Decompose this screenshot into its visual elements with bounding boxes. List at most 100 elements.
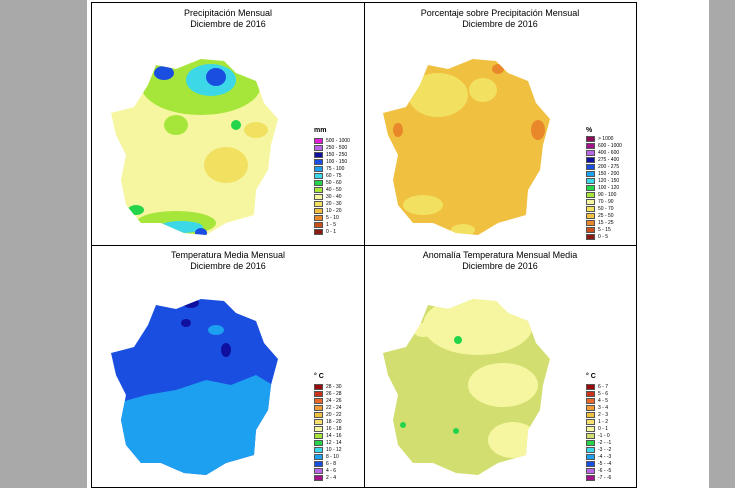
legend-label: 100 - 150 [326,158,348,165]
legend-label: 26 - 28 [326,390,342,397]
legend-swatch [586,460,595,467]
panel-precipitation-percentage: Porcentaje sobre Precipitación Mensual D… [364,3,636,246]
legend-item: 200 - 275 [586,163,622,170]
legend-swatch [314,186,323,193]
legend-item: 15 - 25 [586,219,622,226]
legend-label: > 1000 [598,135,614,142]
legend-swatch [314,397,323,404]
legend-label: 400 - 600 [598,149,620,156]
legend-swatch [586,184,595,191]
temperature-map [111,299,278,475]
legend-item: 28 - 30 [314,383,342,390]
legend-swatch [314,460,323,467]
legend-label: 24 - 26 [326,397,342,404]
legend-swatch [314,151,323,158]
legend-unit: mm [314,127,327,134]
legend-label: 4 - 5 [598,397,609,404]
legend-swatch [314,418,323,425]
map-grid: Precipitación Mensual Diciembre de 2016 [91,2,637,488]
legend-item: -5 - -4 [586,460,611,467]
legend-swatch [586,390,595,397]
legend-item: 275 - 400 [586,156,622,163]
legend-label: 5 - 15 [598,226,611,233]
legend-item: -6 - -5 [586,467,611,474]
panel-title: Precipitación Mensual [183,8,273,18]
legend-label: 4 - 6 [326,467,337,474]
legend-label: 28 - 30 [326,383,342,390]
legend-label: 1 - 5 [326,221,337,228]
legend-swatch [586,418,595,425]
legend-item: 0 - 1 [314,228,350,235]
panel-subtitle: Diciembre de 2016 [462,261,538,271]
legend-unit: % [586,127,593,134]
legend-item: 3 - 4 [586,404,611,411]
legend-swatch [314,200,323,207]
legend-label: 150 - 250 [326,151,348,158]
precipitation-map [111,59,278,235]
legend-unit: ° C [314,373,324,380]
legend-label: 5 - 10 [326,214,339,221]
legend: 500 - 1000 250 - 500 150 - 250 100 - 150 75 … [314,137,350,235]
legend-item: 150 - 250 [314,151,350,158]
legend-item: 18 - 20 [314,418,342,425]
legend-label: 250 - 500 [326,144,348,151]
legend-label: 50 - 70 [598,205,614,212]
legend-label: 100 - 120 [598,184,620,191]
legend-label: 40 - 50 [326,186,342,193]
legend-item: 12 - 14 [314,439,342,446]
panel-temperature-anomaly: Anomalía Temperatura Mensual Media Dicie… [364,245,636,487]
legend-label: 75 - 100 [326,165,345,172]
legend-label: 150 - 200 [598,170,620,177]
legend-swatch [314,193,323,200]
legend-item: 6 - 7 [586,383,611,390]
legend-label: 12 - 14 [326,439,342,446]
legend-item: 10 - 12 [314,446,342,453]
legend-item: 1 - 5 [314,221,350,228]
legend-item: 60 - 75 [314,172,350,179]
legend-swatch [314,474,323,481]
legend-item: 8 - 10 [314,453,342,460]
legend: 28 - 30 26 - 28 24 - 26 22 - 24 20 - 22 18 - … [314,383,342,481]
legend-item: 0 - 5 [586,233,622,240]
legend-swatch [314,207,323,214]
panel-title: Porcentaje sobre Precipitación Mensual [420,8,580,18]
legend-swatch [314,221,323,228]
legend-item: 6 - 8 [314,460,342,467]
legend-swatch [586,467,595,474]
panel-title: Temperatura Media Mensual [170,250,286,260]
legend-item: 5 - 15 [586,226,622,233]
legend-label: 0 - 1 [326,228,337,235]
legend-item: 0 - 1 [586,425,611,432]
legend-label: -1 - 0 [598,432,610,439]
legend-label: 20 - 30 [326,200,342,207]
legend-label: -6 - -5 [598,467,612,474]
legend-label: 10 - 20 [326,207,342,214]
legend-item: 100 - 120 [586,184,622,191]
legend-item: 75 - 100 [314,165,350,172]
legend-swatch [314,137,323,144]
legend-item: 26 - 28 [314,390,342,397]
legend: > 1000 600 - 1000 400 - 600 275 - 400 200 - … [586,135,622,240]
panel-subtitle: Diciembre de 2016 [462,19,538,29]
legend-swatch [314,228,323,235]
panel-precipitation: Precipitación Mensual Diciembre de 2016 [92,3,365,246]
legend-item: 10 - 20 [314,207,350,214]
legend-swatch [314,214,323,221]
anomaly-map [383,299,550,475]
legend-label: 18 - 20 [326,418,342,425]
legend-swatch [586,432,595,439]
legend-item: -2 - -1 [586,439,611,446]
legend-item: 20 - 30 [314,200,350,207]
legend-item: 2 - 3 [586,411,611,418]
legend-swatch [586,149,595,156]
legend-label: 120 - 150 [598,177,620,184]
legend-swatch [586,170,595,177]
legend-item: 24 - 26 [314,397,342,404]
legend-swatch [314,432,323,439]
document-page: Precipitación Mensual Diciembre de 2016 [87,0,709,488]
legend-label: 10 - 12 [326,446,342,453]
legend-label: 50 - 60 [326,179,342,186]
legend-swatch [586,219,595,226]
legend-item: 100 - 150 [314,158,350,165]
